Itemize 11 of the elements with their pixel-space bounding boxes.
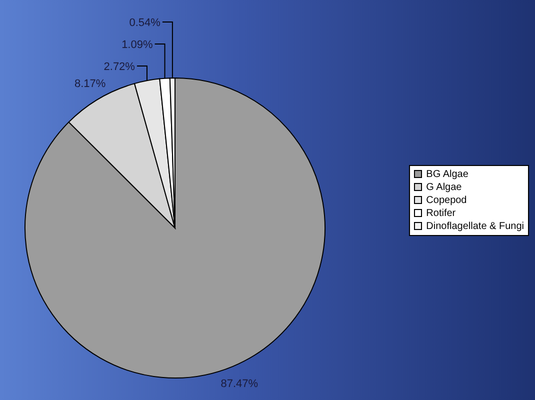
legend-label: Copepod: [426, 194, 467, 206]
legend-label: Rotifer: [426, 206, 456, 220]
pie-slice: [24, 78, 326, 378]
data-label: 8.17%: [74, 78, 106, 90]
data-label: 2.72%: [104, 61, 136, 73]
legend-label: Dinoflagellate & Fungi: [426, 220, 524, 232]
legend-label: G Algae: [426, 180, 462, 194]
data-label: 0.54%: [129, 17, 161, 29]
legend-label: BG Algae: [426, 168, 468, 180]
data-label: 87.47%: [220, 378, 258, 390]
data-label: 1.09%: [122, 39, 153, 51]
